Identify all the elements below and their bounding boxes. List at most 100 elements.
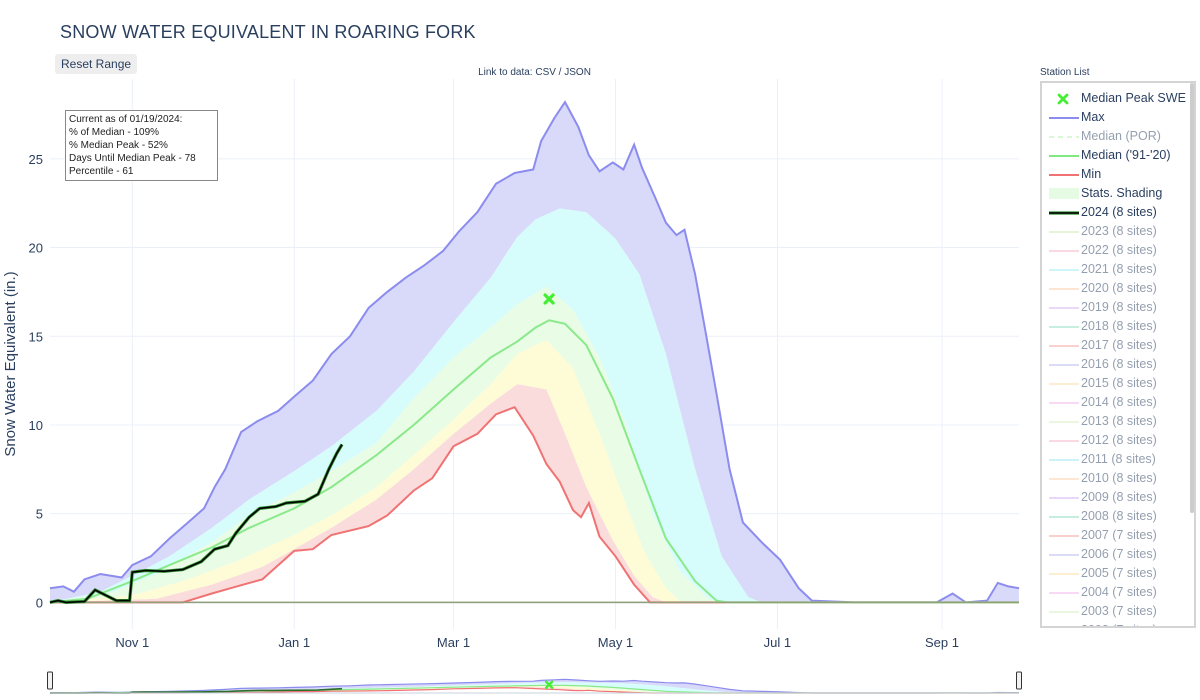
line-swatch-icon — [1049, 231, 1079, 233]
median-line[interactable] — [49, 319, 1019, 604]
line-swatch-icon — [1049, 383, 1079, 385]
legend-item-label: 2003 (7 sites) — [1081, 604, 1157, 618]
reset-range-button[interactable]: Reset Range — [55, 54, 138, 74]
legend-item-label: 2004 (7 sites) — [1081, 585, 1157, 599]
legend-item[interactable]: 2002 (7 sites) — [1042, 621, 1194, 626]
line-swatch-icon — [1049, 402, 1079, 404]
fill-swatch-glyph — [1049, 188, 1079, 199]
line-swatch-icon — [1049, 535, 1079, 537]
slider-max-fill — [50, 679, 1019, 693]
p30-fill — [50, 339, 1019, 603]
line-swatch-icon — [1049, 326, 1079, 328]
fill-swatch-icon — [1049, 188, 1079, 199]
legend-item[interactable]: 2003 (7 sites) — [1042, 602, 1194, 621]
legend-item-label: 2014 (8 sites) — [1081, 395, 1157, 409]
stat-shading — [50, 102, 1019, 603]
legend-item[interactable]: 2008 (8 sites) — [1042, 507, 1194, 526]
slider-handle[interactable] — [47, 671, 53, 690]
legend-item[interactable]: 2023 (8 sites) — [1042, 222, 1194, 241]
slider-peak-marker — [544, 680, 554, 689]
legend-item[interactable]: 2006 (7 sites) — [1042, 545, 1194, 564]
x-tick-label: Jul 1 — [764, 635, 791, 650]
csv-link[interactable]: CSV — [535, 67, 556, 78]
slider-handle[interactable] — [1016, 671, 1022, 690]
legend-item[interactable]: 2018 (8 sites) — [1042, 317, 1194, 336]
legend-scrollbar[interactable] — [1190, 83, 1194, 513]
legend-item-label: 2017 (8 sites) — [1081, 338, 1157, 352]
line-swatch-icon — [1049, 211, 1079, 215]
legend-item[interactable]: Min — [1042, 165, 1194, 184]
legend-item-label: 2011 (8 sites) — [1081, 452, 1156, 466]
legend-item-label: 2006 (7 sites) — [1081, 547, 1157, 561]
legend-item-label: 2022 (8 sites) — [1081, 243, 1157, 257]
legend-item[interactable]: 2016 (8 sites) — [1042, 355, 1194, 374]
legend-item[interactable]: 2014 (8 sites) — [1042, 393, 1194, 412]
stats-annotation: Current as of 01/19/2024: % of Median - … — [65, 110, 218, 181]
legend-item-label: 2012 (8 sites) — [1081, 433, 1157, 447]
json-link[interactable]: JSON — [564, 67, 591, 78]
legend-item-label: 2005 (7 sites) — [1081, 566, 1157, 580]
x-mark-glyph — [1057, 93, 1069, 105]
stats-line: % of Median - 109% — [69, 127, 160, 138]
legend-item-label: 2018 (8 sites) — [1081, 319, 1157, 333]
legend-item[interactable]: 2009 (8 sites) — [1042, 488, 1194, 507]
legend-item[interactable]: 2013 (8 sites) — [1042, 412, 1194, 431]
line-swatch-icon — [1049, 117, 1079, 119]
legend-title: Station List — [1040, 67, 1090, 78]
legend-item[interactable]: 2019 (8 sites) — [1042, 298, 1194, 317]
line-swatch-icon — [1049, 155, 1079, 157]
legend-item[interactable]: 2010 (8 sites) — [1042, 469, 1194, 488]
y-tick-label: 25 — [29, 152, 43, 167]
legend-item[interactable]: 2024 (8 sites) — [1042, 203, 1194, 222]
legend[interactable]: Median Peak SWE Max Median (POR) Median ('9… — [1040, 81, 1196, 628]
legend-item[interactable]: 2007 (7 sites) — [1042, 526, 1194, 545]
legend-item[interactable]: 2011 (8 sites) — [1042, 450, 1194, 469]
legend-item-label: Median Peak SWE — [1081, 91, 1186, 105]
line-swatch-icon — [1049, 459, 1079, 461]
data-link: Link to data: CSV / JSON — [0, 67, 1069, 78]
legend-item[interactable]: Median Peak SWE — [1042, 89, 1194, 108]
legend-item-label: 2013 (8 sites) — [1081, 414, 1157, 428]
legend-item-label: 2020 (8 sites) — [1081, 281, 1157, 295]
legend-item[interactable]: 2004 (7 sites) — [1042, 583, 1194, 602]
max-fill — [50, 102, 1019, 603]
legend-item[interactable]: 2022 (8 sites) — [1042, 241, 1194, 260]
legend-item-label: 2021 (8 sites) — [1081, 262, 1157, 276]
line-swatch-icon — [1049, 250, 1079, 252]
stats-line: Percentile - 61 — [69, 166, 134, 177]
line-swatch-icon — [1049, 307, 1079, 309]
line-swatch-icon — [1049, 421, 1079, 423]
median-peak-marker[interactable] — [543, 293, 555, 305]
min-line[interactable] — [50, 405, 1019, 604]
legend-item[interactable]: Median ('91-'20) — [1042, 146, 1194, 165]
line-swatch-icon — [1049, 573, 1079, 575]
p70-fill — [50, 286, 1019, 603]
legend-item-label: Median (POR) — [1081, 129, 1161, 143]
line-swatch-icon — [1049, 364, 1079, 366]
x-tick-label: Sep 1 — [925, 635, 959, 650]
max-line[interactable] — [49, 100, 1020, 604]
slider-max-line — [50, 678, 1019, 694]
line-swatch-icon — [1049, 554, 1079, 556]
current-line[interactable] — [49, 444, 343, 604]
legend-item[interactable]: Max — [1042, 108, 1194, 127]
stats-line: Current as of 01/19/2024: — [69, 114, 183, 125]
legend-item[interactable]: 2021 (8 sites) — [1042, 260, 1194, 279]
legend-item[interactable]: 2005 (7 sites) — [1042, 564, 1194, 583]
legend-item-label: Min — [1081, 167, 1102, 181]
legend-item[interactable]: 2020 (8 sites) — [1042, 279, 1194, 298]
legend-item[interactable]: Median (POR) — [1042, 127, 1194, 146]
legend-item[interactable]: Stats. Shading — [1042, 184, 1194, 203]
line-swatch-icon — [1049, 516, 1079, 518]
axes: 0 5 10 15 20 25 Nov 1 Jan 1 Mar 1 May 1 Jul 1 Sep 1… — [2, 152, 959, 650]
range-slider — [47, 665, 1022, 695]
legend-item-label: 2007 (7 sites) — [1081, 528, 1157, 542]
legend-item-label: 2008 (8 sites) — [1081, 509, 1157, 523]
legend-item[interactable]: 2012 (8 sites) — [1042, 431, 1194, 450]
line-swatch-icon — [1049, 478, 1079, 480]
legend-item-label: 2023 (8 sites) — [1081, 224, 1157, 238]
legend-item[interactable]: 2015 (8 sites) — [1042, 374, 1194, 393]
line-swatch-icon — [1049, 288, 1079, 290]
legend-item[interactable]: 2017 (8 sites) — [1042, 336, 1194, 355]
